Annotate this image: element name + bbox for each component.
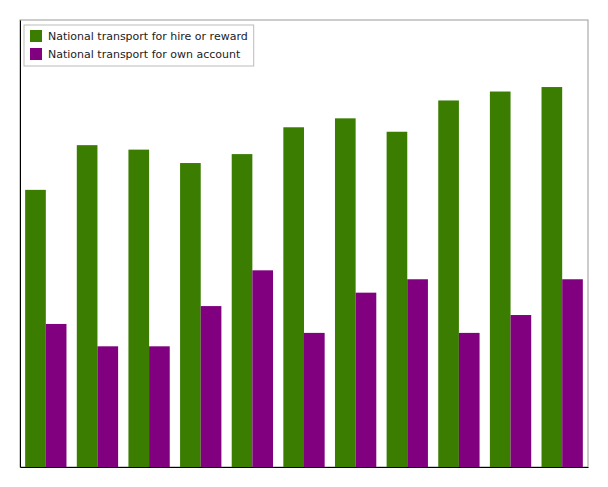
bar [542, 87, 563, 467]
legend: National transport for hire or reward Nat… [24, 25, 254, 66]
legend-swatch [30, 48, 42, 60]
bar [25, 190, 46, 467]
legend-label: National transport for hire or reward [48, 30, 248, 43]
legend-swatch [30, 30, 42, 42]
bar [128, 150, 149, 467]
bar [46, 324, 67, 467]
bar [459, 333, 480, 467]
bar [149, 346, 170, 467]
chart: National transport for hire or reward Nat… [0, 0, 608, 487]
bar-series [46, 270, 583, 467]
legend-label: National transport for own account [48, 48, 241, 61]
bar [511, 315, 532, 467]
bar [387, 132, 408, 467]
bar [490, 92, 511, 467]
bar [562, 279, 583, 467]
bars [25, 87, 583, 467]
plot: National transport for hire or reward Nat… [20, 20, 589, 468]
legend-item: National transport for own account [30, 48, 241, 61]
bar [304, 333, 325, 467]
legend-box [24, 25, 254, 66]
bar [335, 118, 356, 467]
bar [438, 100, 459, 467]
bar [407, 279, 428, 467]
bar [252, 270, 273, 467]
y-axis [20, 21, 21, 468]
plot-frame [20, 20, 588, 467]
bar [232, 154, 253, 467]
bar [201, 306, 222, 467]
bar [97, 346, 118, 467]
bar [180, 163, 201, 467]
bar-series [25, 87, 562, 467]
bar [356, 293, 377, 467]
x-axis [21, 467, 589, 468]
bar [283, 127, 304, 467]
x-axis-line [21, 467, 589, 468]
y-axis-line [20, 21, 21, 468]
bar [77, 145, 98, 467]
legend-item: National transport for hire or reward [30, 30, 248, 43]
